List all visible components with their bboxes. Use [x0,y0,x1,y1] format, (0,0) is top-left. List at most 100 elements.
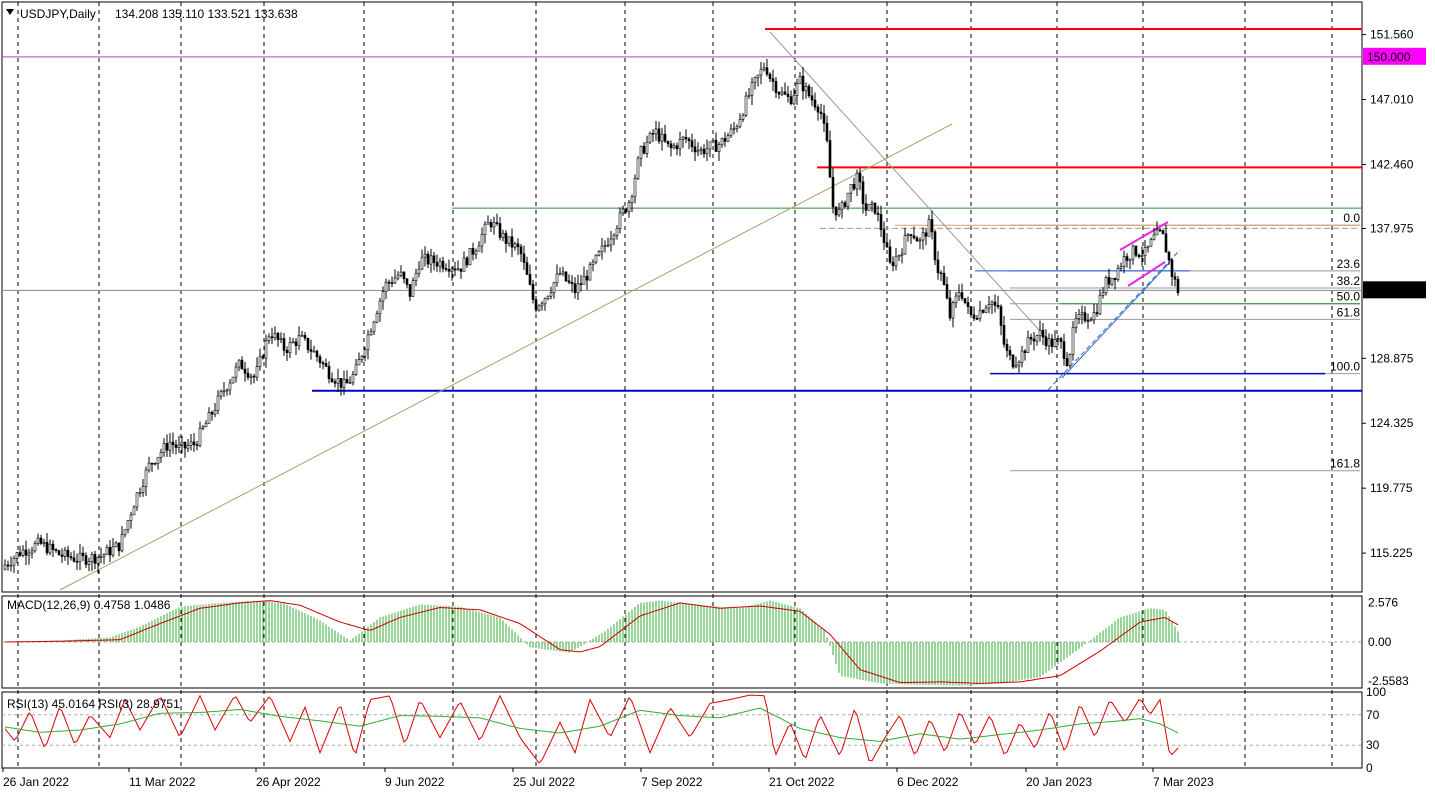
bull-candle [135,492,139,508]
bull-candle [99,556,103,558]
bear-candle [243,368,247,374]
bull-candle [423,253,427,258]
dropdown-triangle-icon [6,9,14,15]
bull-candle [141,486,145,493]
bull-candle [249,375,253,378]
bear-candle [1164,233,1168,253]
bull-candle [1143,247,1147,257]
bear-candle [192,441,196,445]
bull-candle [762,67,766,70]
bull-candle [279,338,283,340]
bear-candle [810,95,814,101]
bull-candle [1089,319,1093,322]
bear-candle [933,231,937,261]
bear-candle [891,261,895,267]
bear-candle [945,284,949,299]
bear-candle [66,549,70,557]
bull-candle [363,349,367,357]
bull-candle [375,313,379,323]
bull-candle [33,543,37,552]
bull-candle [1155,229,1159,236]
bull-candle [582,275,586,285]
bear-candle [651,132,655,135]
bear-candle [432,255,436,263]
bull-candle [957,292,961,297]
fib-label: 100.0 [1330,360,1360,374]
bull-candle [654,128,658,135]
bull-candle [378,300,382,315]
price-tick-label: 142.460 [1370,157,1414,171]
bull-candle [1146,245,1150,248]
bear-candle [522,253,526,263]
bull-candle [741,114,745,120]
bear-candle [321,362,325,365]
bull-candle [438,260,442,267]
bull-candle [639,145,643,159]
bull-candle [483,223,487,235]
bear-candle [108,546,112,556]
bull-candle [102,554,106,557]
bear-candle [768,73,772,80]
bull-candle [480,234,484,247]
bull-candle [312,350,316,353]
bear-candle [435,262,439,267]
bull-candle [1149,239,1153,247]
bear-candle [972,314,976,319]
bear-candle [1095,312,1099,315]
uptrend-line [59,123,953,591]
bear-candle [246,372,250,378]
bear-candle [6,564,10,567]
bull-candle [600,245,604,252]
bear-candle [969,306,973,316]
date-tick-label: 21 Oct 2022 [769,775,835,789]
bull-candle [180,441,184,446]
bear-candle [69,556,73,559]
date-tick-label: 7 Sep 2022 [641,775,703,789]
bull-candle [630,196,634,203]
bull-candle [558,273,562,276]
bull-candle [576,283,580,294]
bear-candle [516,243,520,248]
bull-candle [846,192,850,207]
bull-candle [237,359,241,368]
bull-candle [27,552,31,556]
bull-candle [351,374,355,383]
date-tick-label: 7 Mar 2023 [1153,775,1214,789]
bear-candle [909,234,913,237]
bull-candle [114,542,118,548]
bull-candle [906,234,910,236]
bear-candle [285,349,289,353]
bear-candle [390,282,394,284]
bear-candle [315,350,319,358]
bear-candle [579,283,583,285]
bull-candle [867,204,871,211]
bear-candle [930,219,934,233]
bear-candle [624,208,628,213]
bull-candle [126,520,130,531]
bull-candle [984,307,988,313]
bull-candle [366,334,370,351]
bear-candle [330,378,334,383]
bear-candle [771,78,775,82]
bull-candle [156,457,160,464]
bear-candle [504,232,508,244]
bull-candle [780,91,784,95]
bull-candle [603,245,607,247]
price-tick-label: 115.225 [1370,546,1413,560]
bull-candle [606,244,610,247]
bull-candle [591,261,595,265]
bull-candle [273,332,277,338]
bear-candle [1050,338,1054,347]
bear-candle [1044,336,1048,347]
bull-candle [549,292,553,297]
channel-line [1061,261,1171,379]
bull-candle [987,304,991,309]
bear-candle [60,554,64,557]
bull-candle [900,253,904,256]
bull-candle [1068,354,1072,366]
bull-candle [738,119,742,128]
rsi-tick-label: 70 [1366,708,1380,722]
bear-candle [324,363,328,367]
bear-candle [1137,254,1141,257]
bear-candle [873,202,877,214]
